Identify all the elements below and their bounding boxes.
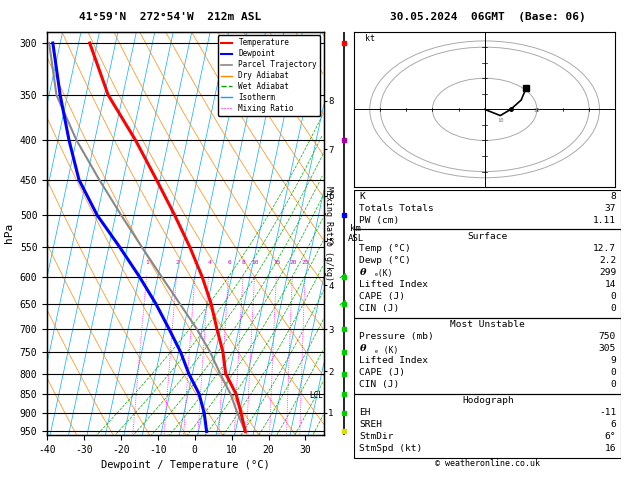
- Text: EH: EH: [359, 408, 371, 417]
- Text: 14: 14: [604, 280, 616, 289]
- Text: StmDir: StmDir: [359, 432, 394, 441]
- Text: 9: 9: [610, 356, 616, 365]
- Text: 0: 0: [610, 304, 616, 313]
- Text: 0: 0: [610, 381, 616, 389]
- Text: Surface: Surface: [468, 232, 508, 241]
- Text: 37: 37: [604, 204, 616, 213]
- Text: kt: kt: [365, 34, 374, 43]
- Text: 299: 299: [599, 268, 616, 277]
- Text: 20: 20: [289, 260, 296, 265]
- Text: Totals Totals: Totals Totals: [359, 204, 434, 213]
- Text: 16: 16: [604, 444, 616, 453]
- Text: 1: 1: [146, 260, 150, 265]
- Text: PW (cm): PW (cm): [359, 216, 399, 225]
- Text: Dewp (°C): Dewp (°C): [359, 256, 411, 265]
- Text: -11: -11: [599, 408, 616, 417]
- Text: 6: 6: [610, 420, 616, 429]
- Text: 12.7: 12.7: [593, 244, 616, 253]
- Text: 6°: 6°: [604, 432, 616, 441]
- Text: 15: 15: [273, 260, 281, 265]
- Legend: Temperature, Dewpoint, Parcel Trajectory, Dry Adiabat, Wet Adiabat, Isotherm, Mi: Temperature, Dewpoint, Parcel Trajectory…: [218, 35, 320, 116]
- Text: CAPE (J): CAPE (J): [359, 292, 406, 301]
- Text: 6: 6: [227, 260, 231, 265]
- Bar: [354, 229, 621, 317]
- Text: 2: 2: [175, 260, 179, 265]
- X-axis label: Dewpoint / Temperature (°C): Dewpoint / Temperature (°C): [101, 460, 270, 470]
- Text: 10: 10: [252, 260, 259, 265]
- Text: K: K: [359, 192, 365, 201]
- Text: © weatheronline.co.uk: © weatheronline.co.uk: [435, 459, 540, 468]
- Y-axis label: hPa: hPa: [4, 223, 14, 243]
- Bar: [354, 317, 621, 394]
- Text: SREH: SREH: [359, 420, 382, 429]
- Text: CAPE (J): CAPE (J): [359, 368, 406, 377]
- Text: Mixing Ratio (g/kg): Mixing Ratio (g/kg): [324, 186, 333, 281]
- Text: 25: 25: [302, 260, 309, 265]
- Text: 305: 305: [599, 344, 616, 353]
- Text: Temp (°C): Temp (°C): [359, 244, 411, 253]
- Text: 750: 750: [599, 332, 616, 341]
- Text: 2.2: 2.2: [599, 256, 616, 265]
- Text: Hodograph: Hodograph: [462, 396, 514, 405]
- Text: ₑ(K): ₑ(K): [374, 269, 394, 278]
- Text: LCL: LCL: [309, 391, 323, 400]
- Text: Lifted Index: Lifted Index: [359, 280, 428, 289]
- Text: 10: 10: [497, 118, 504, 123]
- Text: 41°59'N  272°54'W  212m ASL: 41°59'N 272°54'W 212m ASL: [79, 12, 261, 22]
- Text: ₑ (K): ₑ (K): [374, 346, 399, 355]
- Text: 4: 4: [208, 260, 211, 265]
- Text: 0: 0: [610, 368, 616, 377]
- Text: 8: 8: [610, 192, 616, 201]
- Text: CIN (J): CIN (J): [359, 381, 399, 389]
- Text: 0: 0: [610, 292, 616, 301]
- Y-axis label: km
ASL: km ASL: [348, 224, 364, 243]
- Text: 8: 8: [242, 260, 245, 265]
- Bar: [354, 190, 621, 229]
- Text: 30.05.2024  06GMT  (Base: 06): 30.05.2024 06GMT (Base: 06): [389, 12, 586, 22]
- Text: 20: 20: [533, 108, 540, 113]
- Text: Pressure (mb): Pressure (mb): [359, 332, 434, 341]
- Text: StmSpd (kt): StmSpd (kt): [359, 444, 423, 453]
- Text: θ: θ: [359, 268, 366, 277]
- Text: CIN (J): CIN (J): [359, 304, 399, 313]
- Text: Most Unstable: Most Unstable: [450, 320, 525, 329]
- Text: Lifted Index: Lifted Index: [359, 356, 428, 365]
- Text: θ: θ: [359, 344, 366, 353]
- Text: 3: 3: [194, 260, 198, 265]
- Bar: [354, 394, 621, 458]
- Text: 1.11: 1.11: [593, 216, 616, 225]
